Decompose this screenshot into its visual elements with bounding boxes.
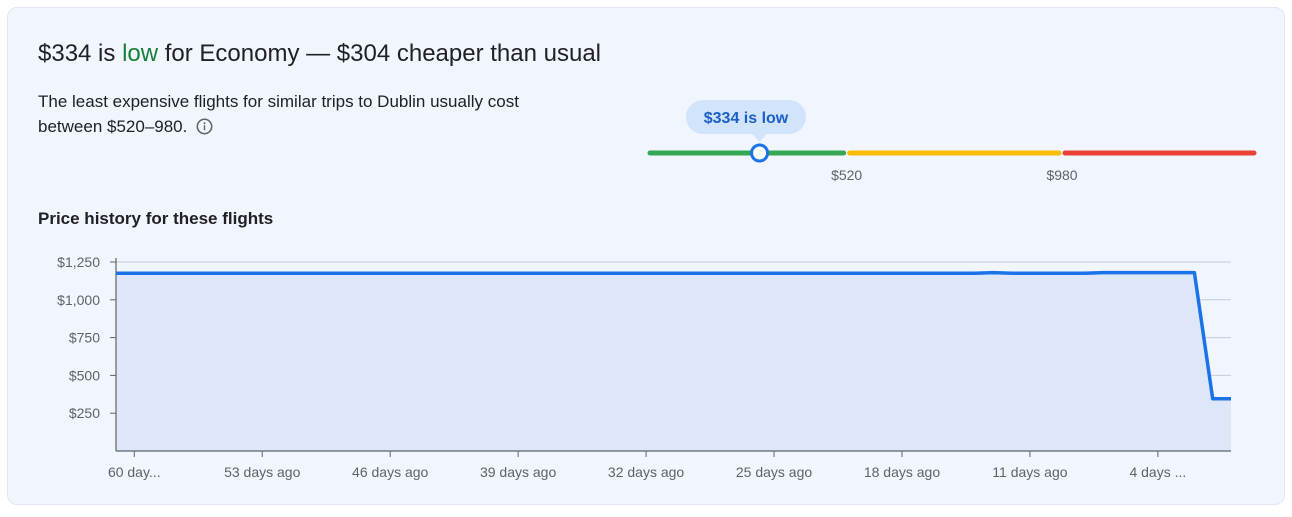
price-area-fill: [116, 272, 1231, 451]
high-threshold-label: $980: [1046, 167, 1077, 183]
chart-axes: [115, 258, 1231, 452]
x-tick-label: 25 days ago: [736, 464, 812, 480]
x-axis-ticks: 60 day... 53 days ago 46 days ago 39 days a…: [108, 451, 1186, 480]
x-tick-label: 18 days ago: [864, 464, 940, 480]
low-threshold-label: $520: [831, 167, 862, 183]
x-tick-label: 39 days ago: [480, 464, 556, 480]
y-tick-label: $1,000: [57, 292, 100, 308]
price-series-line: [116, 270, 1231, 401]
y-tick-label: $500: [69, 367, 100, 383]
price-history-title: Price history for these flights: [38, 209, 274, 228]
y-tick-label: $1,250: [57, 254, 100, 270]
x-tick-label: 4 days ...: [1129, 464, 1186, 480]
price-gauge: $334 is low $520 $980: [647, 100, 1257, 183]
bubble-text: $334 is low: [704, 110, 789, 127]
current-price-marker: [750, 143, 770, 163]
y-tick-label: $750: [69, 330, 100, 346]
x-tick-label: 46 days ago: [352, 464, 428, 480]
x-tick-label: 53 days ago: [224, 464, 300, 480]
info-icon[interactable]: [196, 117, 213, 142]
headline-prefix: $334 is: [38, 40, 123, 67]
description-text: The least expensive flights for similar …: [38, 92, 519, 136]
x-tick-label: 11 days ago: [992, 464, 1067, 480]
x-tick-label: 32 days ago: [608, 464, 684, 480]
y-axis-ticks: $250 $500 $750 $1,000 $1,250: [57, 254, 116, 421]
price-range-description: The least expensive flights for similar …: [38, 89, 558, 142]
headline-suffix: for Economy — $304 cheaper than usual: [158, 40, 602, 67]
y-tick-label: $250: [69, 405, 100, 421]
price-insight-headline: $334 is low for Economy — $304 cheaper t…: [38, 38, 601, 70]
headline-status: low: [122, 40, 159, 67]
price-bubble: $334 is low: [686, 100, 806, 142]
x-tick-label: 60 day...: [108, 464, 161, 480]
